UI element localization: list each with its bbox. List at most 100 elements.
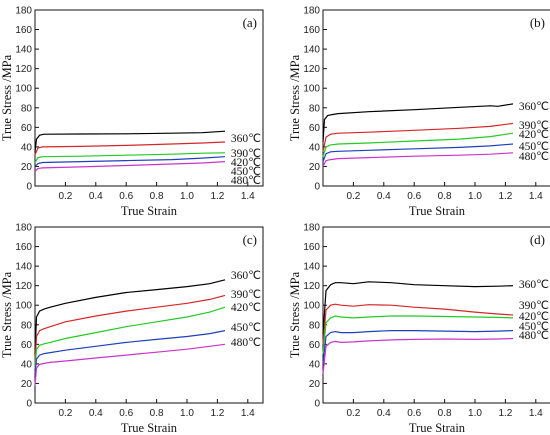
- panel-c: 0 20 40 60 80 100 120 140 160 180 0.2 0.4 0.6 0.8 1.0 1…: [0, 223, 264, 435]
- y-axis-title: True Stress /MPa: [0, 54, 14, 141]
- x-tick-label: 0.8: [150, 408, 164, 419]
- y-tick-label: 40: [309, 359, 321, 370]
- y-tick-label: 40: [21, 142, 33, 153]
- series-label: 390℃: [519, 120, 549, 132]
- x-axis-title: True Strain: [121, 421, 178, 435]
- y-tick-label: 0: [26, 182, 32, 193]
- panel-d: 0 20 40 60 80 100 120 140 160 180 0.2 0.4 0.6 0.8 1.0 1…: [288, 223, 550, 435]
- x-tick-label: 0.2: [58, 191, 72, 202]
- plot-frame: [322, 9, 550, 187]
- series-label: 390℃: [231, 148, 261, 160]
- y-tick-label: 20: [309, 162, 321, 173]
- x-tick-label: 1.2: [210, 191, 224, 202]
- y-tick-label: 180: [15, 6, 32, 17]
- series-line: [34, 294, 226, 364]
- x-tick-label: 0.6: [119, 408, 133, 419]
- y-tick-label: 80: [21, 320, 33, 331]
- x-tick-label: 0.6: [407, 408, 421, 419]
- x-axis-title: True Strain: [409, 204, 466, 218]
- series-line: [34, 161, 226, 172]
- series-label: 390℃: [231, 289, 261, 301]
- y-tick-label: 160: [303, 242, 320, 253]
- y-tick-label: 0: [314, 182, 320, 193]
- y-tick-label: 80: [21, 103, 33, 114]
- y-tick-label: 100: [303, 301, 320, 312]
- series-label: 360℃: [519, 279, 549, 291]
- y-tick-label: 60: [309, 340, 321, 351]
- x-tick-label: 0.4: [377, 408, 391, 419]
- y-tick-label: 160: [15, 25, 32, 36]
- x-tick-label: 0.8: [150, 191, 164, 202]
- series-line: [34, 130, 226, 152]
- y-tick-label: 100: [15, 84, 32, 95]
- series-label: 450℃: [231, 166, 261, 178]
- y-tick-label: 20: [21, 162, 33, 173]
- series-label: 480℃: [231, 337, 261, 349]
- plot-frame: [34, 226, 264, 404]
- y-tick-label: 140: [15, 262, 32, 273]
- series-line: [34, 152, 226, 163]
- x-tick-label: 1.0: [180, 408, 194, 419]
- y-axis-title: True Stress /MPa: [0, 271, 14, 358]
- y-tick-label: 180: [15, 223, 32, 234]
- y-axis-title: True Stress /MPa: [288, 54, 302, 141]
- panel-label: (c): [243, 232, 257, 247]
- y-tick-label: 100: [303, 84, 320, 95]
- series-line: [322, 152, 514, 167]
- y-tick-label: 40: [309, 142, 321, 153]
- series-label: 480℃: [519, 330, 549, 342]
- panel-label: (a): [243, 15, 257, 30]
- x-tick-label: 0.8: [438, 408, 452, 419]
- x-tick-label: 1.2: [498, 408, 512, 419]
- y-tick-label: 0: [314, 399, 320, 410]
- series-label: 420℃: [231, 157, 261, 169]
- x-tick-label: 0.2: [346, 191, 360, 202]
- y-tick-label: 100: [15, 301, 32, 312]
- y-tick-label: 180: [303, 6, 320, 17]
- series-label: 450℃: [519, 321, 549, 333]
- y-tick-label: 120: [15, 64, 32, 75]
- x-tick-label: 1.0: [468, 191, 482, 202]
- y-tick-label: 60: [21, 123, 33, 134]
- series-line: [322, 122, 514, 152]
- series-label: 390℃: [519, 300, 549, 312]
- series-label: 420℃: [231, 302, 261, 314]
- y-tick-label: 160: [15, 242, 32, 253]
- x-tick-label: 1.0: [180, 191, 194, 202]
- x-tick-label: 0.4: [377, 191, 391, 202]
- series-line: [34, 343, 226, 386]
- y-tick-label: 60: [309, 123, 321, 134]
- x-tick-label: 0.6: [119, 191, 133, 202]
- panel-label: (b): [530, 15, 545, 30]
- x-tick-label: 0.4: [89, 191, 103, 202]
- series-line: [34, 306, 226, 369]
- y-tick-label: 20: [21, 379, 33, 390]
- x-tick-label: 0.6: [407, 191, 421, 202]
- series-label: 420℃: [519, 129, 549, 141]
- y-tick-label: 140: [303, 262, 320, 273]
- x-tick-label: 1.2: [210, 408, 224, 419]
- series-label: 360℃: [519, 101, 549, 113]
- series-label: 450℃: [519, 141, 549, 153]
- panel-a: 0 20 40 60 80 100 120 140 160 180 0.2 0.4 0.6 0.8 1.0 1…: [0, 6, 264, 218]
- x-tick-label: 0.2: [58, 408, 72, 419]
- series-label: 420℃: [519, 311, 549, 323]
- series-line: [322, 315, 514, 355]
- series-label: 450℃: [231, 322, 261, 334]
- series-line: [322, 303, 514, 345]
- y-tick-label: 40: [21, 359, 33, 370]
- series-line: [34, 279, 226, 355]
- series-label: 480℃: [231, 175, 261, 187]
- x-axis-title: True Strain: [121, 204, 178, 218]
- y-tick-label: 80: [309, 103, 321, 114]
- y-tick-label: 140: [303, 45, 320, 56]
- y-tick-label: 140: [15, 45, 32, 56]
- y-tick-label: 60: [21, 340, 33, 351]
- panel-label: (d): [530, 232, 545, 247]
- plot-frame: [322, 226, 550, 404]
- series-line: [34, 330, 226, 374]
- x-tick-label: 1.4: [529, 408, 543, 419]
- x-tick-label: 1.2: [498, 191, 512, 202]
- series-line: [322, 337, 514, 374]
